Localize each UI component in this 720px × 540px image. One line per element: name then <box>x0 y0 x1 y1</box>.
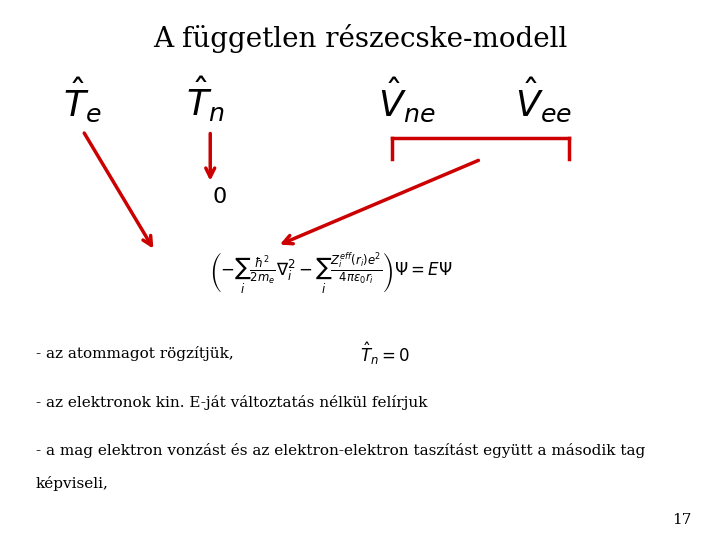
Text: 17: 17 <box>672 512 691 526</box>
Text: $0$: $0$ <box>212 186 227 208</box>
Text: $\hat{T}_e$: $\hat{T}_e$ <box>63 76 102 124</box>
Text: - a mag elektron vonzást és az elektron-elektron taszítást együtt a második tag: - a mag elektron vonzást és az elektron-… <box>36 443 645 458</box>
Text: $\hat{T}_n$: $\hat{T}_n$ <box>186 76 225 124</box>
Text: $\left(-\sum_i \frac{\hbar^2}{2m_e}\nabla_i^2 - \sum_i \frac{Z_i^{eff}(r_i)e^2}{: $\left(-\sum_i \frac{\hbar^2}{2m_e}\nabl… <box>210 250 453 295</box>
Text: $\hat{T}_n = 0$: $\hat{T}_n = 0$ <box>360 340 410 367</box>
Text: $\hat{V}_{ee}$: $\hat{V}_{ee}$ <box>515 76 572 124</box>
Text: képviseli,: képviseli, <box>36 476 109 491</box>
Text: - az elektronok kin. E-ját változtatás nélkül felírjuk: - az elektronok kin. E-ját változtatás n… <box>36 395 428 410</box>
Text: A független részecske-modell: A független részecske-modell <box>153 24 567 53</box>
Text: $\hat{V}_{ne}$: $\hat{V}_{ne}$ <box>378 76 436 124</box>
Text: - az atommagot rögzítjük,: - az atommagot rögzítjük, <box>36 346 234 361</box>
